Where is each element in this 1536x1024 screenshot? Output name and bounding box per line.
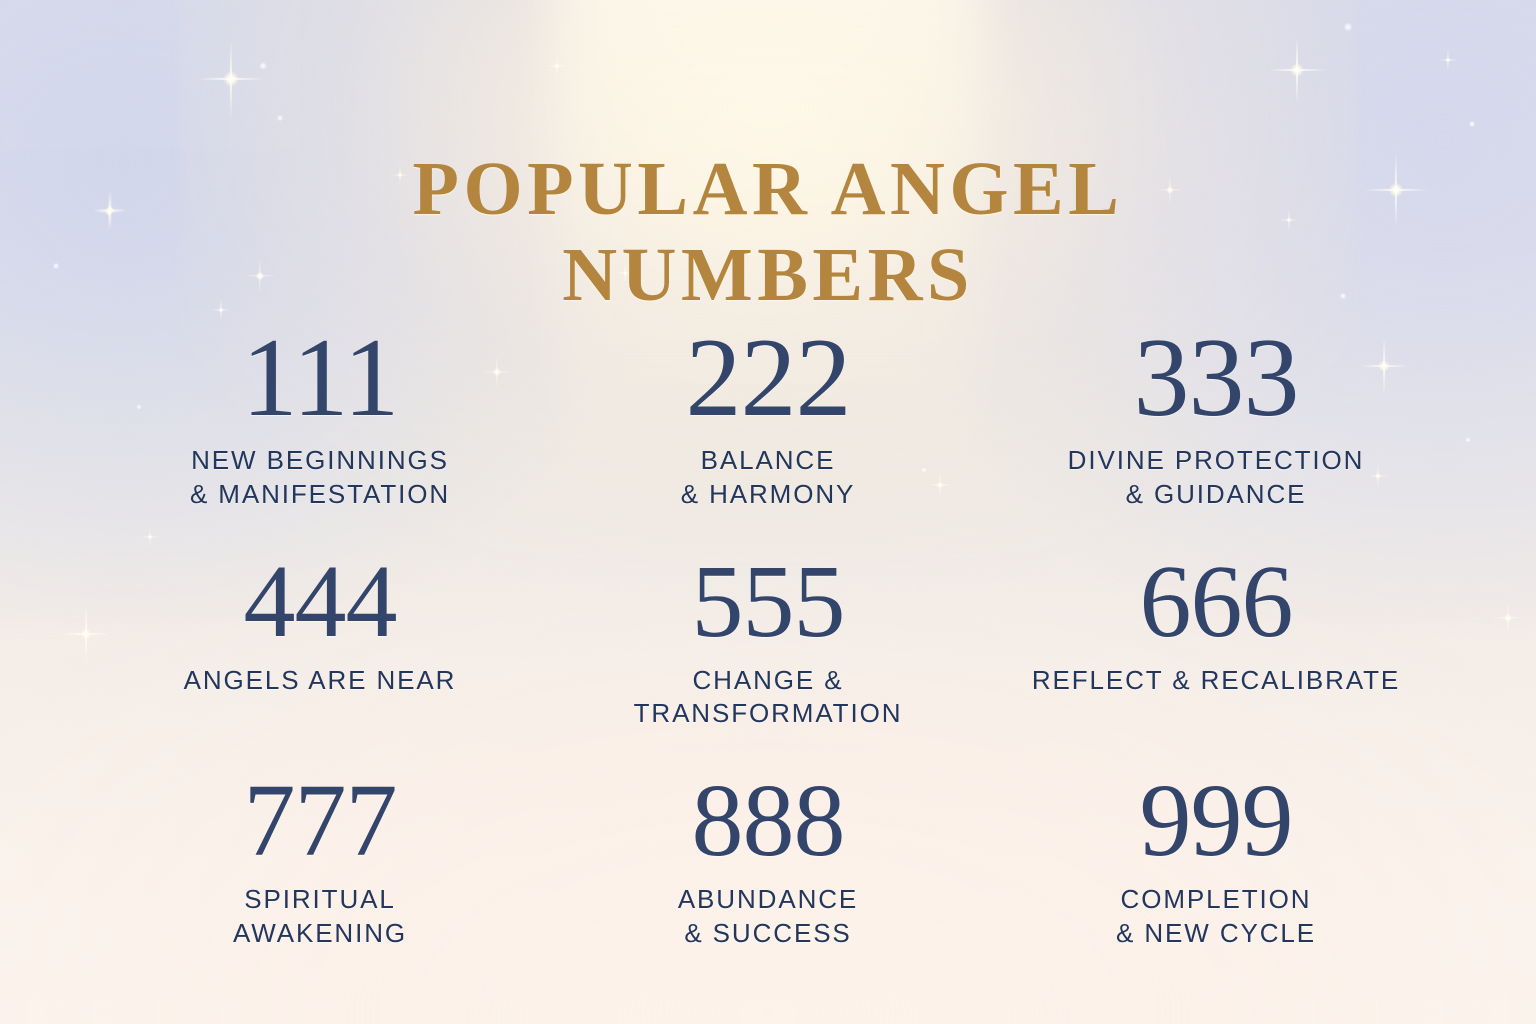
angel-number-value: 333 bbox=[1133, 316, 1300, 440]
angel-number-value: 888 bbox=[691, 763, 846, 879]
angel-number-card-888: 888 ABUNDANCE & SUCCESS bbox=[544, 769, 992, 951]
angel-number-description: REFLECT & RECALIBRATE bbox=[1031, 664, 1401, 695]
angel-number-grid: 111 NEW BEGINNINGS & MANIFESTATION 222 B… bbox=[96, 322, 1440, 951]
angel-number-value: 222 bbox=[685, 316, 852, 440]
angel-number-card-999: 999 COMPLETION & NEW CYCLE bbox=[992, 769, 1440, 951]
angel-number-description: CHANGE & TRANSFORMATION bbox=[633, 664, 903, 729]
angel-number-card-222: 222 BALANCE & HARMONY bbox=[544, 322, 992, 512]
angel-number-value: 555 bbox=[691, 543, 846, 659]
angel-number-description: BALANCE & HARMONY bbox=[680, 445, 856, 509]
angel-number-description: ABUNDANCE & SUCCESS bbox=[677, 884, 859, 948]
angel-number-description: DIVINE PROTECTION & GUIDANCE bbox=[1067, 445, 1365, 509]
angel-number-value: 999 bbox=[1139, 763, 1294, 879]
angel-number-description: SPIRITUAL AWAKENING bbox=[232, 884, 408, 948]
angel-number-card-555: 555 CHANGE & TRANSFORMATION bbox=[544, 543, 992, 732]
angel-number-description: COMPLETION & NEW CYCLE bbox=[1115, 884, 1317, 948]
angel-number-value: 111 bbox=[241, 316, 400, 440]
angel-number-card-444: 444 ANGELS ARE NEAR bbox=[96, 543, 544, 732]
angel-number-card-333: 333 DIVINE PROTECTION & GUIDANCE bbox=[992, 322, 1440, 512]
angel-number-value: 777 bbox=[243, 763, 398, 879]
page-title-line-1: POPULAR ANGEL bbox=[412, 146, 1124, 231]
angel-number-description: NEW BEGINNINGS & MANIFESTATION bbox=[189, 445, 451, 509]
angel-number-value: 444 bbox=[243, 543, 398, 659]
angel-number-card-777: 777 SPIRITUAL AWAKENING bbox=[96, 769, 544, 951]
angel-number-description: ANGELS ARE NEAR bbox=[183, 664, 457, 695]
page-title: POPULAR ANGEL NUMBERS bbox=[0, 147, 1536, 319]
page-title-line-2: NUMBERS bbox=[562, 232, 974, 317]
angel-number-value: 666 bbox=[1139, 543, 1294, 659]
angel-number-card-666: 666 REFLECT & RECALIBRATE bbox=[992, 543, 1440, 732]
angel-number-card-111: 111 NEW BEGINNINGS & MANIFESTATION bbox=[96, 322, 544, 512]
